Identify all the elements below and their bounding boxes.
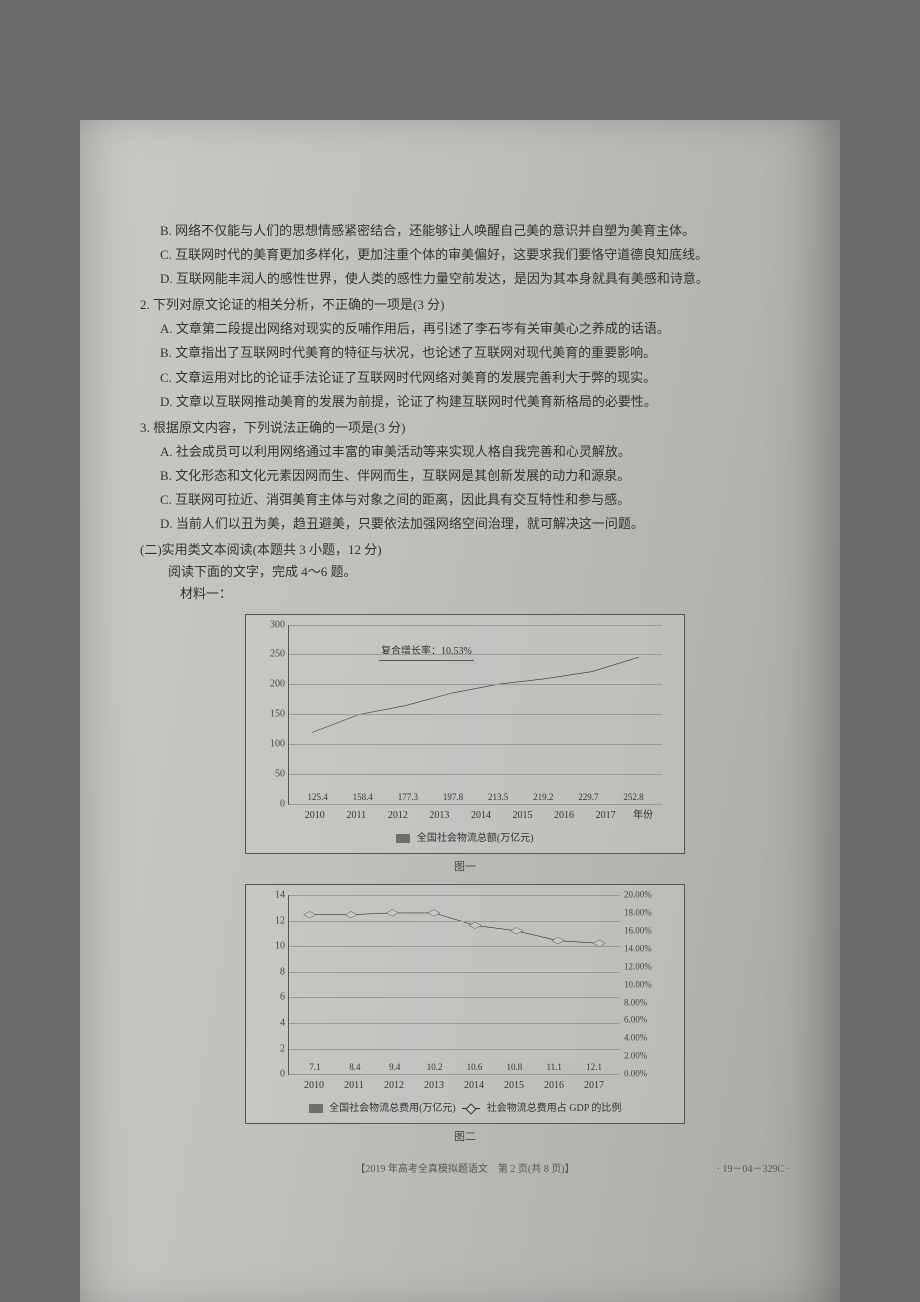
chart-2-ytick: 12 (261, 912, 285, 929)
q2-option-3: D. 文章以互联网推动美育的发展为前提，论证了构建互联网时代美育新格局的必要性。 (140, 391, 790, 413)
chart-2-ytick: 14 (261, 887, 285, 904)
chart-1-legend: 全国社会物流总额(万亿元) (260, 830, 670, 847)
chart-2-ytick: 4 (261, 1015, 285, 1032)
chart-2-ytick: 10 (261, 938, 285, 955)
chart-1-ytick: 150 (261, 706, 285, 723)
q3-option-3: D. 当前人们以丑为美，趋丑避美，只要依法加强网络空间治理，就可解决这一问题。 (140, 513, 790, 535)
chart-2-xtick: 2017 (576, 1077, 612, 1094)
q1-option-1: C. 互联网时代的美育更加多样化，更加注重个体的审美偏好，这要求我们要恪守道德良… (140, 244, 790, 266)
chart-2-bar-value: 12.1 (586, 1060, 602, 1075)
chart-2-y2tick: 2.00% (624, 1049, 668, 1064)
chart-2-bar-value: 8.4 (349, 1060, 360, 1075)
q2-stem: 2. 下列对原文论证的相关分析，不正确的一项是(3 分) (140, 294, 790, 316)
chart-1-bar-value: 197.8 (443, 790, 463, 805)
chart-1-xtick: 2017 (588, 807, 624, 824)
chart-2-plot: 7.18.49.410.210.610.811.112.1 0246810121… (288, 895, 620, 1075)
q3-option-2: C. 互联网可拉近、消弭美育主体与对象之间的距离，因此具有交互特性和参与感。 (140, 489, 790, 511)
chart-2-legend-bar-label: 全国社会物流总费用(万亿元) (329, 1103, 456, 1114)
q2-options: A. 文章第二段提出网络对现实的反哺作用后，再引述了李石岑有关审美心之养成的话语… (140, 318, 790, 412)
chart-2-bars: 7.1 8.4 9.4 10.2 10.6 10.8 11.1 12.1 (289, 895, 620, 1074)
q2-option-0: A. 文章第二段提出网络对现实的反哺作用后，再引述了李石岑有关审美心之养成的话语… (140, 318, 790, 340)
chart-1-xtick: 2010 (297, 807, 333, 824)
chart-2-bar-value: 10.8 (506, 1060, 522, 1075)
chart-2-caption: 图二 (140, 1128, 790, 1147)
legend-swatch-icon (309, 1104, 323, 1113)
footer-code: · 19－04－329C · (717, 1161, 790, 1178)
q1-option-0: B. 网络不仅能与人们的思想情感紧密结合，还能够让人唤醒自己美的意识并自塑为美育… (140, 220, 790, 242)
chart-1-bar-value: 177.3 (398, 790, 418, 805)
q1-options-continued: B. 网络不仅能与人们的思想情感紧密结合，还能够让人唤醒自己美的意识并自塑为美育… (140, 220, 790, 290)
chart-1-bar-value: 125.4 (307, 790, 327, 805)
chart-1-x-unit: 年份 (633, 807, 653, 824)
page-footer: 【2019 年高考全真模拟题语文 第 2 页(共 8 页)】 · 19－04－3… (140, 1161, 790, 1178)
chart-1-plot: 复合增长率：10.53% 125.4158.4177.3197.8213.521… (288, 625, 662, 805)
chart-2-bar-value: 10.2 (427, 1060, 443, 1075)
chart-2-xtick: 2015 (496, 1077, 532, 1094)
chart-2-legend: 全国社会物流总费用(万亿元) 社会物流总费用占 GDP 的比例 (260, 1100, 670, 1117)
chart-2-y2tick: 6.00% (624, 1013, 668, 1028)
chart-1-bar-value: 158.4 (353, 790, 373, 805)
chart-2-y2tick: 14.00% (624, 941, 668, 956)
chart-2-y2tick: 16.00% (624, 923, 668, 938)
q2-option-1: B. 文章指出了互联网时代美育的特征与状况，也论述了互联网对现代美育的重要影响。 (140, 342, 790, 364)
chart-1-ytick: 100 (261, 735, 285, 752)
chart-2-xtick: 2016 (536, 1077, 572, 1094)
chart-2-y2tick: 0.00% (624, 1067, 668, 1082)
chart-1-legend-label: 全国社会物流总额(万亿元) (417, 833, 534, 844)
chart-1-caption: 图一 (140, 858, 790, 877)
chart-2-xtick: 2011 (336, 1077, 372, 1094)
chart-1-bar-value: 229.7 (578, 790, 598, 805)
chart-1-bar-value: 252.8 (623, 790, 643, 805)
chart-1-xtick: 2012 (380, 807, 416, 824)
material-heading: 材料一： (140, 583, 790, 605)
chart-2-y2tick: 20.00% (624, 888, 668, 903)
chart-2-bar-value: 7.1 (309, 1060, 320, 1075)
chart-1-ytick: 200 (261, 676, 285, 693)
chart-2-legend-line-label: 社会物流总费用占 GDP 的比例 (487, 1103, 622, 1114)
chart-1-xtick: 2015 (505, 807, 541, 824)
chart-2-ytick: 0 (261, 1066, 285, 1083)
chart-1-bar-value: 219.2 (533, 790, 553, 805)
q3-option-1: B. 文化形态和文化元素因网而生、伴网而生，互联网是其创新发展的动力和源泉。 (140, 465, 790, 487)
q3-option-0: A. 社会成员可以利用网络通过丰富的审美活动等来实现人格自我完善和心灵解放。 (140, 441, 790, 463)
chart-1-xtick: 2014 (463, 807, 499, 824)
q2-option-2: C. 文章运用对比的论证手法论证了互联网时代网络对美育的发展完善利大于弊的现实。 (140, 367, 790, 389)
footer-text: 【2019 年高考全真模拟题语文 第 2 页(共 8 页)】 (355, 1164, 574, 1175)
chart-1: 复合增长率：10.53% 125.4158.4177.3197.8213.521… (245, 614, 685, 854)
chart-2-xtick: 2012 (376, 1077, 412, 1094)
chart-1-xaxis: 2010 2011 2012 2013 2014 2015 2016 2017 年份 (288, 805, 662, 824)
q3-stem: 3. 根据原文内容，下列说法正确的一项是(3 分) (140, 417, 790, 439)
chart-2-bar-value: 9.4 (389, 1060, 400, 1075)
chart-1-xtick: 2011 (338, 807, 374, 824)
chart-1-xtick: 2016 (546, 807, 582, 824)
chart-2-bar-value: 10.6 (467, 1060, 483, 1075)
chart-2-xtick: 2013 (416, 1077, 452, 1094)
legend-line-marker-icon (462, 1108, 480, 1109)
chart-1-bar-value: 213.5 (488, 790, 508, 805)
chart-2-y2tick: 18.00% (624, 905, 668, 920)
legend-swatch-icon (396, 834, 410, 843)
section-heading: (二)实用类文本阅读(本题共 3 小题，12 分) (140, 539, 790, 561)
chart-2-y2tick: 4.00% (624, 1031, 668, 1046)
chart-1-ytick: 50 (261, 765, 285, 782)
chart-2-xtick: 2014 (456, 1077, 492, 1094)
chart-2-xtick: 2010 (296, 1077, 332, 1094)
chart-1-ytick: 250 (261, 646, 285, 663)
chart-2: 7.1 8.4 9.4 10.2 10.6 10.8 11.1 12.1 0 2 4 6 8 10 12 1… (245, 884, 685, 1124)
q3-options: A. 社会成员可以利用网络通过丰富的审美活动等来实现人格自我完善和心灵解放。B.… (140, 441, 790, 535)
chart-2-ytick: 2 (261, 1040, 285, 1057)
exam-page: B. 网络不仅能与人们的思想情感紧密结合，还能够让人唤醒自己美的意识并自塑为美育… (80, 120, 840, 1302)
chart-1-xtick: 2013 (421, 807, 457, 824)
chart-1-ytick: 300 (261, 616, 285, 633)
chart-2-y2tick: 10.00% (624, 977, 668, 992)
chart-1-ytick: 0 (261, 795, 285, 812)
chart-2-y2tick: 8.00% (624, 995, 668, 1010)
q1-option-2: D. 互联网能丰润人的感性世界，使人类的感性力量空前发达，是因为其本身就具有美感… (140, 268, 790, 290)
chart-2-ytick: 8 (261, 963, 285, 980)
chart-2-y2tick: 12.00% (624, 959, 668, 974)
chart-2-xaxis: 20102011201220132014201520162017 (288, 1075, 620, 1094)
chart-2-ytick: 6 (261, 989, 285, 1006)
chart-2-bar-value: 11.1 (546, 1060, 561, 1075)
reading-instruction: 阅读下面的文字，完成 4～6 题。 (140, 561, 790, 583)
